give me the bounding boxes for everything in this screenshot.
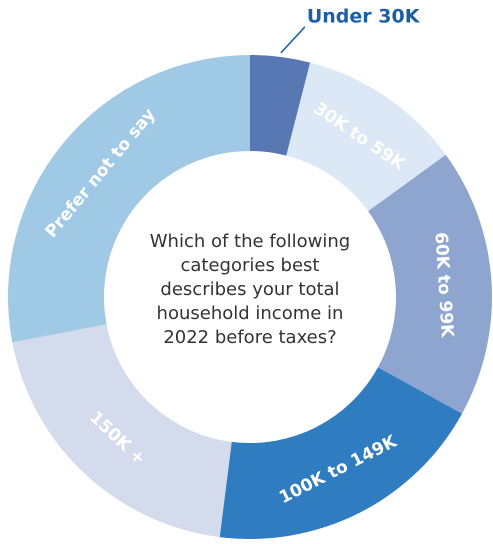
donut-segment [368, 154, 492, 414]
segment-label: Under 30K [307, 5, 421, 27]
donut-segment [286, 62, 446, 212]
chart-title: Which of the following categories best d… [149, 231, 351, 348]
donut-segment [219, 367, 463, 539]
donut-segment [7, 55, 250, 343]
donut-segment [250, 55, 311, 156]
leader-line [280, 26, 306, 54]
donut-segment [12, 324, 232, 538]
